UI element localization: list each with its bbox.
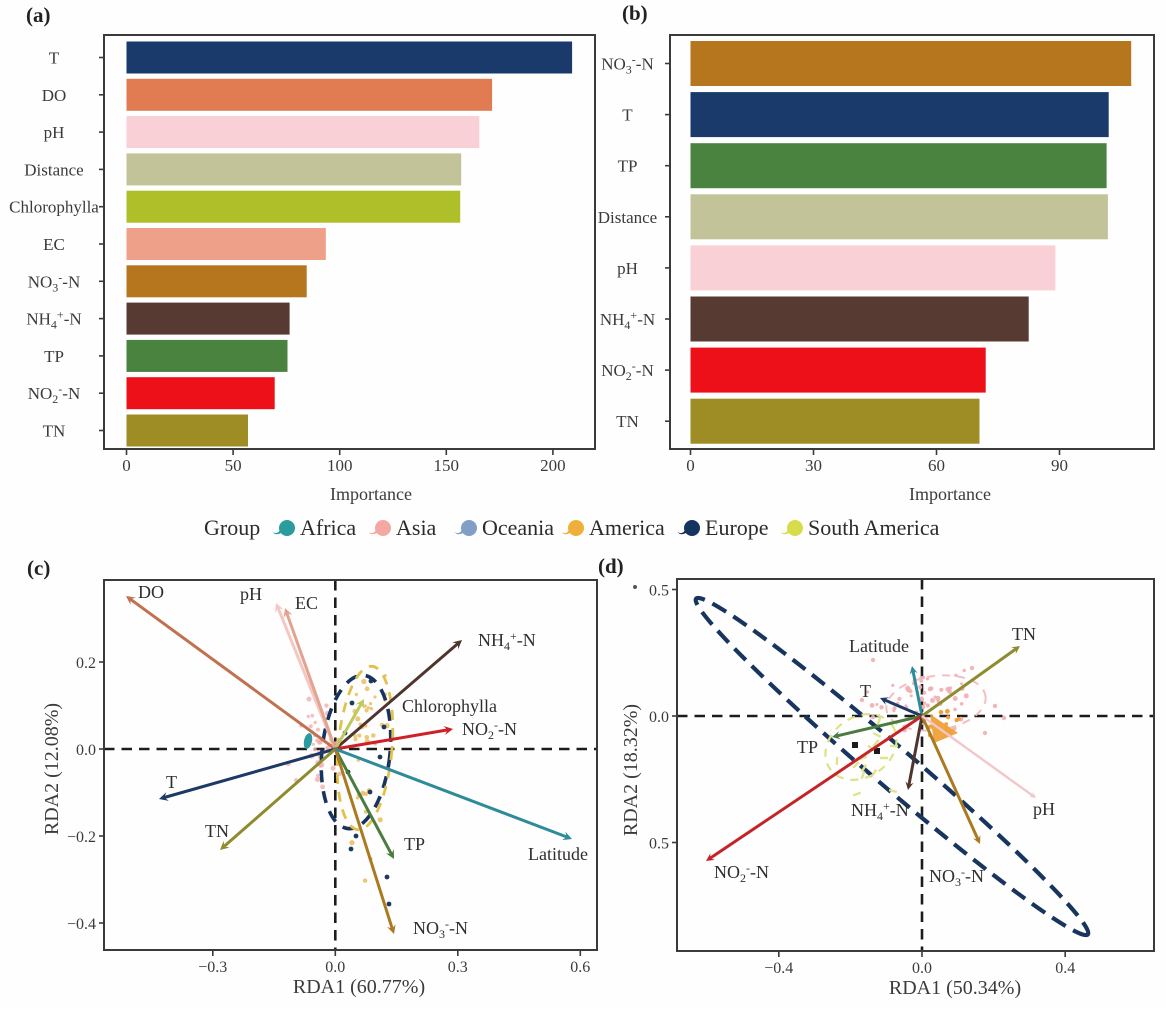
svg-text:100: 100: [327, 456, 353, 475]
svg-text:0.0: 0.0: [325, 959, 345, 976]
svg-text:EC: EC: [43, 235, 65, 254]
svg-text:0.0: 0.0: [649, 709, 669, 726]
svg-text:0.5: 0.5: [649, 583, 669, 600]
svg-text:−0.2: −0.2: [67, 829, 96, 846]
svg-text:0.2: 0.2: [76, 655, 96, 672]
svg-text:Chlorophylla: Chlorophylla: [402, 696, 497, 716]
svg-text:T: T: [166, 772, 177, 792]
svg-text:Latitude: Latitude: [528, 844, 588, 864]
svg-text:150: 150: [434, 456, 460, 475]
svg-text:DO: DO: [42, 86, 67, 105]
svg-text:America: America: [589, 515, 665, 540]
svg-text:pH: pH: [44, 123, 65, 142]
svg-text:pH: pH: [240, 584, 262, 604]
svg-text:RDA1 (50.34%): RDA1 (50.34%): [889, 977, 1021, 999]
svg-text:0.0: 0.0: [76, 742, 96, 759]
svg-text:TP: TP: [797, 737, 818, 757]
svg-text:Africa: Africa: [300, 515, 356, 540]
svg-text:(c): (c): [27, 556, 50, 580]
svg-text:Importance: Importance: [330, 484, 412, 504]
svg-text:TN: TN: [616, 412, 639, 431]
svg-text:Group: Group: [204, 515, 260, 540]
svg-text:EC: EC: [295, 593, 318, 613]
svg-text:DO: DO: [138, 582, 164, 602]
svg-text:TP: TP: [404, 834, 425, 854]
svg-text:−0.3: −0.3: [198, 959, 227, 976]
svg-text:0.6: 0.6: [570, 959, 590, 976]
svg-text:T: T: [622, 106, 633, 125]
svg-text:0.4: 0.4: [1055, 960, 1075, 977]
svg-text:RDA2 (18.32%): RDA2 (18.32%): [620, 704, 642, 836]
svg-text:−0.4: −0.4: [67, 916, 96, 933]
svg-text:RDA1 (60.77%): RDA1 (60.77%): [293, 976, 425, 998]
svg-text:(a): (a): [26, 3, 51, 27]
svg-text:0.0: 0.0: [912, 960, 932, 977]
svg-text:Chlorophylla: Chlorophylla: [9, 198, 99, 217]
svg-text:0.5: 0.5: [649, 836, 669, 853]
svg-text:RDA2 (12.08%): RDA2 (12.08%): [41, 703, 63, 835]
svg-text:pH: pH: [1033, 799, 1055, 819]
svg-text:TP: TP: [44, 347, 64, 366]
svg-text:T: T: [860, 681, 871, 701]
svg-text:Europe: Europe: [705, 515, 769, 540]
svg-text:Importance: Importance: [909, 484, 991, 504]
svg-text:(b): (b): [622, 1, 648, 25]
svg-text:60: 60: [928, 456, 945, 475]
svg-text:0: 0: [686, 456, 695, 475]
svg-text:200: 200: [540, 456, 566, 475]
svg-text:Latitude: Latitude: [849, 636, 909, 656]
svg-text:Distance: Distance: [24, 160, 83, 179]
svg-text:TN: TN: [43, 422, 66, 441]
svg-text:Distance: Distance: [598, 208, 657, 227]
svg-text:0.3: 0.3: [448, 959, 468, 976]
svg-text:(d): (d): [598, 554, 624, 578]
svg-text:South America: South America: [808, 515, 940, 540]
svg-text:30: 30: [805, 456, 822, 475]
svg-text:TN: TN: [1012, 624, 1036, 644]
svg-text:TN: TN: [205, 821, 229, 841]
svg-text:T: T: [49, 49, 60, 68]
svg-text:90: 90: [1051, 456, 1068, 475]
svg-text:0: 0: [122, 456, 131, 475]
svg-text:pH: pH: [617, 259, 638, 278]
svg-text:Oceania: Oceania: [482, 515, 554, 540]
svg-text:−0.4: −0.4: [764, 960, 793, 977]
svg-text:Asia: Asia: [396, 515, 437, 540]
svg-text:TP: TP: [618, 157, 638, 176]
svg-text:50: 50: [225, 456, 242, 475]
